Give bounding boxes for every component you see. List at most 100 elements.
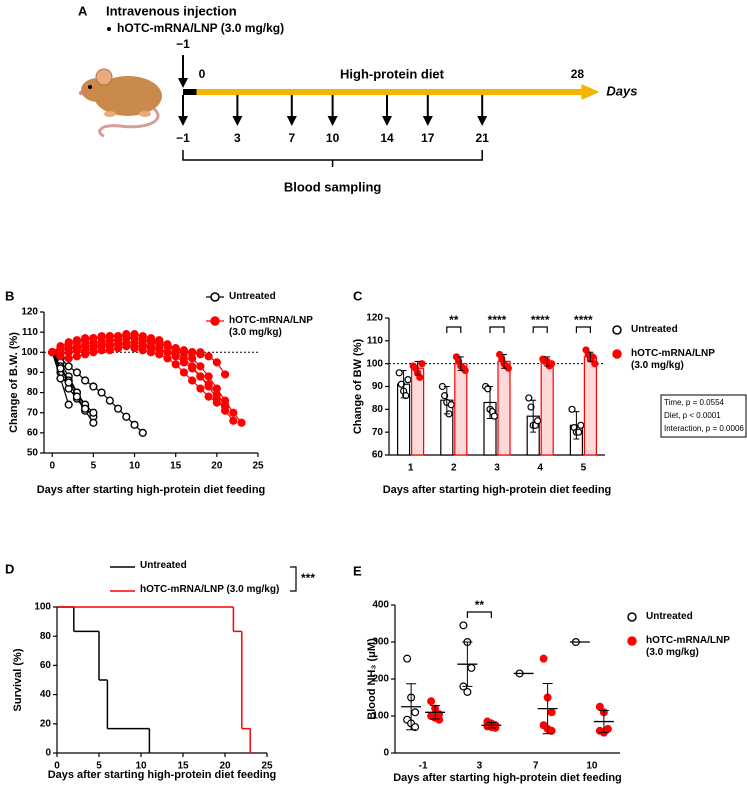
weight-point xyxy=(130,342,139,351)
data-point xyxy=(539,654,548,663)
data-point xyxy=(490,412,498,420)
weight-point xyxy=(171,348,180,357)
y-axis-title: Change of B.W. (%) xyxy=(8,332,20,433)
weight-point xyxy=(89,334,98,343)
y-tick-label: 70 xyxy=(27,407,39,418)
y-tick-label: 110 xyxy=(22,327,39,338)
weight-point xyxy=(122,340,131,349)
y-axis-title: Blood NH₃ (μM) xyxy=(366,638,378,720)
y-axis-title: Change of BW (%) xyxy=(352,339,364,435)
data-point xyxy=(418,360,426,368)
weight-point xyxy=(229,408,238,417)
error-bar xyxy=(462,641,473,687)
significance-label: ** xyxy=(475,598,485,612)
significance-label: **** xyxy=(574,313,593,327)
weight-point xyxy=(130,420,139,429)
data-point xyxy=(427,697,436,706)
data-point xyxy=(577,421,585,429)
data-point xyxy=(463,687,472,696)
mouse-icon xyxy=(79,68,162,138)
data-point xyxy=(411,708,420,717)
weight-point xyxy=(196,350,205,359)
sampling-bracket xyxy=(182,150,483,167)
weight-point xyxy=(64,344,73,353)
weight-point xyxy=(81,404,90,413)
sampling-label: Blood sampling xyxy=(284,179,382,194)
weight-point xyxy=(220,402,230,411)
weight-point xyxy=(138,428,147,437)
y-tick-label: 60 xyxy=(27,427,39,438)
error-bar xyxy=(400,370,407,399)
weight-point xyxy=(64,400,73,409)
injection-dose: hOTC-mRNA/LNP (3.0 mg/kg) xyxy=(117,21,284,35)
sampling-day: −1 xyxy=(176,131,190,145)
data-point xyxy=(397,380,405,388)
weight-point xyxy=(204,392,213,401)
significance-bracket xyxy=(466,611,492,618)
x-tick-label: 3 xyxy=(477,761,483,772)
bullet xyxy=(107,27,111,31)
legend-marker xyxy=(210,292,220,302)
weight-point xyxy=(97,340,106,349)
sampling-day: 7 xyxy=(288,131,295,145)
mouse-ear xyxy=(95,68,113,86)
y-tick-label: 0 xyxy=(45,748,51,759)
weight-point xyxy=(237,418,246,427)
x-tick-label: -1 xyxy=(419,761,428,772)
panel-label: B xyxy=(5,288,14,303)
panel-label: A xyxy=(78,3,88,18)
bar xyxy=(540,360,554,456)
significance-bracket xyxy=(532,326,548,333)
weight-point xyxy=(113,332,123,341)
weight-point xyxy=(72,392,82,401)
error-bar xyxy=(414,360,421,376)
diet-start: 0 xyxy=(199,67,206,81)
x-tick-label: 20 xyxy=(219,761,231,772)
y-tick-label: 400 xyxy=(372,600,389,611)
x-axis-title: Days after starting high-protein diet fe… xyxy=(37,484,266,496)
weight-point xyxy=(56,346,65,355)
sampling-day: 21 xyxy=(476,131,490,145)
x-axis-title: Days after starting high-protein diet fe… xyxy=(393,772,622,784)
x-tick-label: 2 xyxy=(451,463,457,474)
data-point xyxy=(402,392,410,400)
legend-label: Untreated xyxy=(646,611,693,622)
data-point xyxy=(441,392,449,400)
y-tick-label: 100 xyxy=(21,347,38,358)
stats-text: Interaction, p = 0.0006 xyxy=(664,424,744,433)
error-bar xyxy=(430,705,441,720)
weight-point xyxy=(64,378,73,387)
x-tick-label: 25 xyxy=(261,761,273,772)
weight-point xyxy=(105,340,114,349)
error-bar xyxy=(406,683,417,731)
bar xyxy=(497,360,511,456)
weight-line xyxy=(52,341,226,406)
y-tick-label: 0 xyxy=(383,748,389,759)
weight-point xyxy=(171,360,180,369)
bar xyxy=(411,367,425,456)
data-point xyxy=(416,373,424,381)
y-tick-label: 100 xyxy=(366,358,383,369)
error-bar xyxy=(598,709,609,734)
significance-label: **** xyxy=(531,313,550,327)
x-tick-label: 1 xyxy=(408,463,414,474)
weight-point xyxy=(48,348,57,357)
mouse-nose xyxy=(79,91,83,95)
weight-point xyxy=(204,380,213,389)
y-tick-label: 100 xyxy=(372,711,389,722)
legend-marker xyxy=(612,325,622,335)
weight-point xyxy=(89,408,98,417)
error-bar xyxy=(486,722,497,729)
legend-label: Untreated xyxy=(631,324,678,335)
data-point xyxy=(525,394,533,402)
error-bar xyxy=(542,682,553,735)
data-point xyxy=(547,726,556,735)
data-point xyxy=(533,417,542,425)
weight-point xyxy=(163,348,172,357)
x-tick-label: 20 xyxy=(211,461,223,472)
data-point xyxy=(395,369,403,377)
x-tick-label: 5 xyxy=(581,463,587,474)
data-point xyxy=(591,360,599,368)
stats-text: Diet, p < 0.0001 xyxy=(664,411,721,420)
weight-point xyxy=(196,362,205,371)
